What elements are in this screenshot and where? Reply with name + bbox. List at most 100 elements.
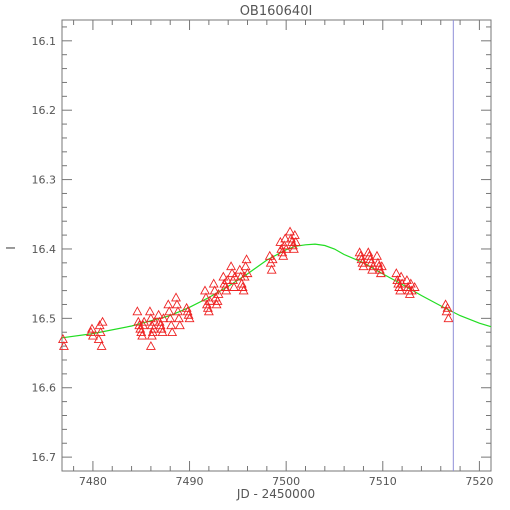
y-tick-label: 16.6 <box>32 382 57 395</box>
data-point <box>184 313 195 323</box>
data-point <box>221 285 232 295</box>
data-point <box>200 285 210 295</box>
x-tick-label: 7480 <box>79 475 107 488</box>
data-point <box>280 233 291 243</box>
data-point <box>363 247 374 257</box>
data-point <box>396 271 407 281</box>
data-point <box>87 330 98 340</box>
data-point <box>174 320 185 330</box>
data-point <box>86 323 97 333</box>
data-point <box>391 268 402 278</box>
data-point <box>237 282 248 291</box>
data-point <box>365 254 376 264</box>
data-point <box>203 306 214 316</box>
data-point <box>165 313 176 323</box>
data-point <box>218 271 229 281</box>
y-tick-label: 16.2 <box>32 104 57 117</box>
data-point <box>149 316 160 326</box>
data-point <box>139 316 150 326</box>
data-point <box>364 250 375 260</box>
y-axis-label: I <box>4 246 18 250</box>
data-point <box>229 282 239 291</box>
data-point <box>132 306 143 316</box>
data-point <box>289 229 300 239</box>
data-point <box>281 243 292 253</box>
data-point <box>183 309 194 319</box>
data-point <box>395 285 406 295</box>
data-point <box>153 309 164 319</box>
data-point <box>236 278 247 288</box>
data-point <box>97 316 108 326</box>
y-tick-label: 16.4 <box>32 243 57 256</box>
data-point <box>241 254 252 264</box>
data-point <box>164 306 175 316</box>
y-tick-label: 16.7 <box>32 451 57 464</box>
data-point <box>405 278 416 288</box>
data-point <box>145 313 156 323</box>
data-point <box>229 271 240 281</box>
data-point <box>267 254 278 264</box>
plot-border <box>61 19 492 472</box>
data-point <box>240 261 251 271</box>
data-point <box>172 306 183 316</box>
y-tick-label: 16.1 <box>32 35 57 48</box>
data-point <box>290 236 301 246</box>
y-tick-label: 16.3 <box>32 174 57 187</box>
model-curve-layer <box>61 243 492 339</box>
data-point <box>58 340 69 350</box>
x-tick-label: 7500 <box>272 475 300 488</box>
tick-labels: 7480 7490 7500 7510 7520 16.1 16.2 16.3 16.4 16.5… <box>32 35 494 488</box>
data-point <box>202 302 213 312</box>
data-point <box>201 292 211 302</box>
y-tick-label: 16.5 <box>32 312 57 325</box>
data-point <box>238 285 249 295</box>
data-point <box>288 243 299 253</box>
data-point <box>266 264 277 274</box>
data-point <box>226 261 237 271</box>
chart-title: OB160640I <box>240 4 313 19</box>
data-point <box>222 275 233 285</box>
data-point <box>182 306 193 316</box>
data-point <box>145 340 156 350</box>
data-point <box>58 334 68 343</box>
data-point <box>137 330 148 340</box>
data-point <box>212 295 223 305</box>
data-point <box>144 306 155 316</box>
data-point <box>220 282 231 291</box>
data-point <box>95 327 106 337</box>
axes-frame <box>61 19 492 472</box>
data-point <box>442 302 453 312</box>
x-tick-label: 7520 <box>465 475 493 488</box>
data-point <box>157 327 168 337</box>
data-point <box>358 261 369 271</box>
data-point <box>148 323 159 333</box>
data-point <box>443 313 454 323</box>
data-point <box>372 250 382 260</box>
data-point <box>409 282 420 291</box>
data-point <box>155 320 166 330</box>
data-point <box>133 316 144 326</box>
data-point <box>171 292 181 302</box>
data-point <box>213 288 224 298</box>
data-point <box>208 278 219 288</box>
data-point <box>376 261 387 271</box>
data-point <box>93 334 104 343</box>
data-point <box>96 340 107 350</box>
data-point <box>166 320 177 330</box>
data-point <box>264 250 275 260</box>
data-point <box>156 323 167 333</box>
data-point <box>172 299 182 309</box>
x-tick-label: 7490 <box>176 475 204 488</box>
data-point <box>136 327 147 337</box>
data-point <box>357 257 368 267</box>
model-curve <box>61 243 492 339</box>
data-point <box>401 275 412 285</box>
data-point <box>167 327 178 337</box>
data-point <box>354 247 365 257</box>
data-points-layer <box>58 226 454 350</box>
data-point <box>242 268 253 278</box>
data-point <box>285 226 295 236</box>
data-point <box>372 257 383 267</box>
data-point <box>227 268 238 278</box>
